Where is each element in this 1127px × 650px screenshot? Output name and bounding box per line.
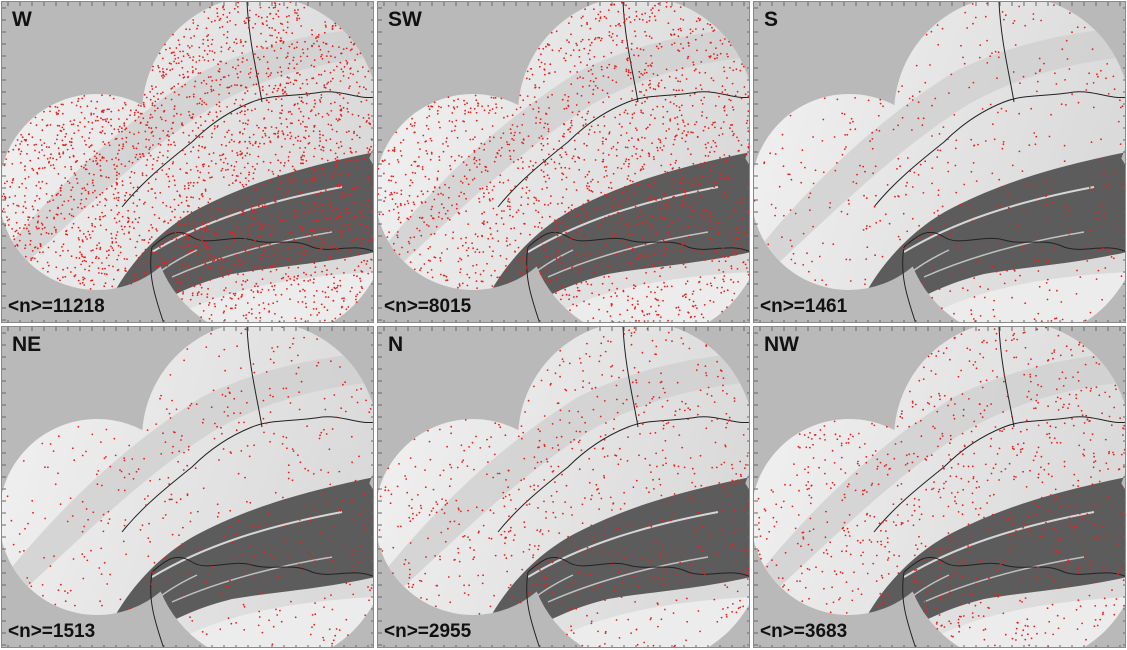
axis-ticks	[378, 327, 749, 647]
panel-count-label: <n>=1461	[760, 296, 848, 317]
terrain-map	[378, 2, 749, 322]
map-panel-ne: NE <n>=1513	[1, 326, 374, 648]
panel-direction-label: SW	[388, 8, 422, 31]
terrain-map	[2, 2, 373, 322]
map-panel-w: W <n>=11218	[1, 1, 374, 323]
detection-points	[378, 2, 749, 322]
axis-ticks	[378, 2, 749, 322]
terrain-map	[378, 327, 749, 647]
panel-count-label: <n>=1513	[8, 621, 96, 642]
national-borders	[497, 2, 749, 322]
national-borders	[873, 2, 1125, 322]
panel-count-label: <n>=11218	[8, 296, 105, 317]
panel-count-label: <n>=8015	[384, 296, 472, 317]
map-panel-sw: SW <n>=8015	[377, 1, 750, 323]
coverage-area	[2, 2, 373, 322]
coverage-area	[2, 327, 373, 647]
axis-ticks	[754, 327, 1125, 647]
panel-direction-label: W	[12, 8, 32, 31]
panel-direction-label: N	[388, 333, 404, 356]
detection-points	[754, 2, 1125, 322]
panel-direction-label: NE	[12, 333, 42, 356]
panel-direction-label: S	[764, 8, 779, 31]
national-borders	[121, 327, 373, 647]
coverage-area	[754, 327, 1125, 647]
coverage-area	[754, 2, 1125, 322]
panel-count-label: <n>=3683	[760, 621, 848, 642]
coverage-area	[378, 2, 749, 322]
map-panel-s: S <n>=1461	[753, 1, 1126, 323]
panel-count-label: <n>=2955	[384, 621, 472, 642]
terrain-map	[754, 2, 1125, 322]
panel-direction-label: NW	[764, 333, 799, 356]
map-panel-nw: NW <n>=3683	[753, 326, 1126, 648]
national-borders	[873, 327, 1125, 647]
axis-ticks	[2, 2, 373, 322]
detection-points	[378, 327, 749, 647]
detection-points	[2, 2, 373, 322]
map-panel-n: N <n>=2955	[377, 326, 750, 648]
national-borders	[121, 2, 373, 322]
terrain-map	[754, 327, 1125, 647]
coverage-area	[378, 327, 749, 647]
axis-ticks	[754, 2, 1125, 322]
axis-ticks	[2, 327, 373, 647]
terrain-map	[2, 327, 373, 647]
detection-points	[757, 327, 1125, 647]
detection-points	[6, 327, 373, 646]
